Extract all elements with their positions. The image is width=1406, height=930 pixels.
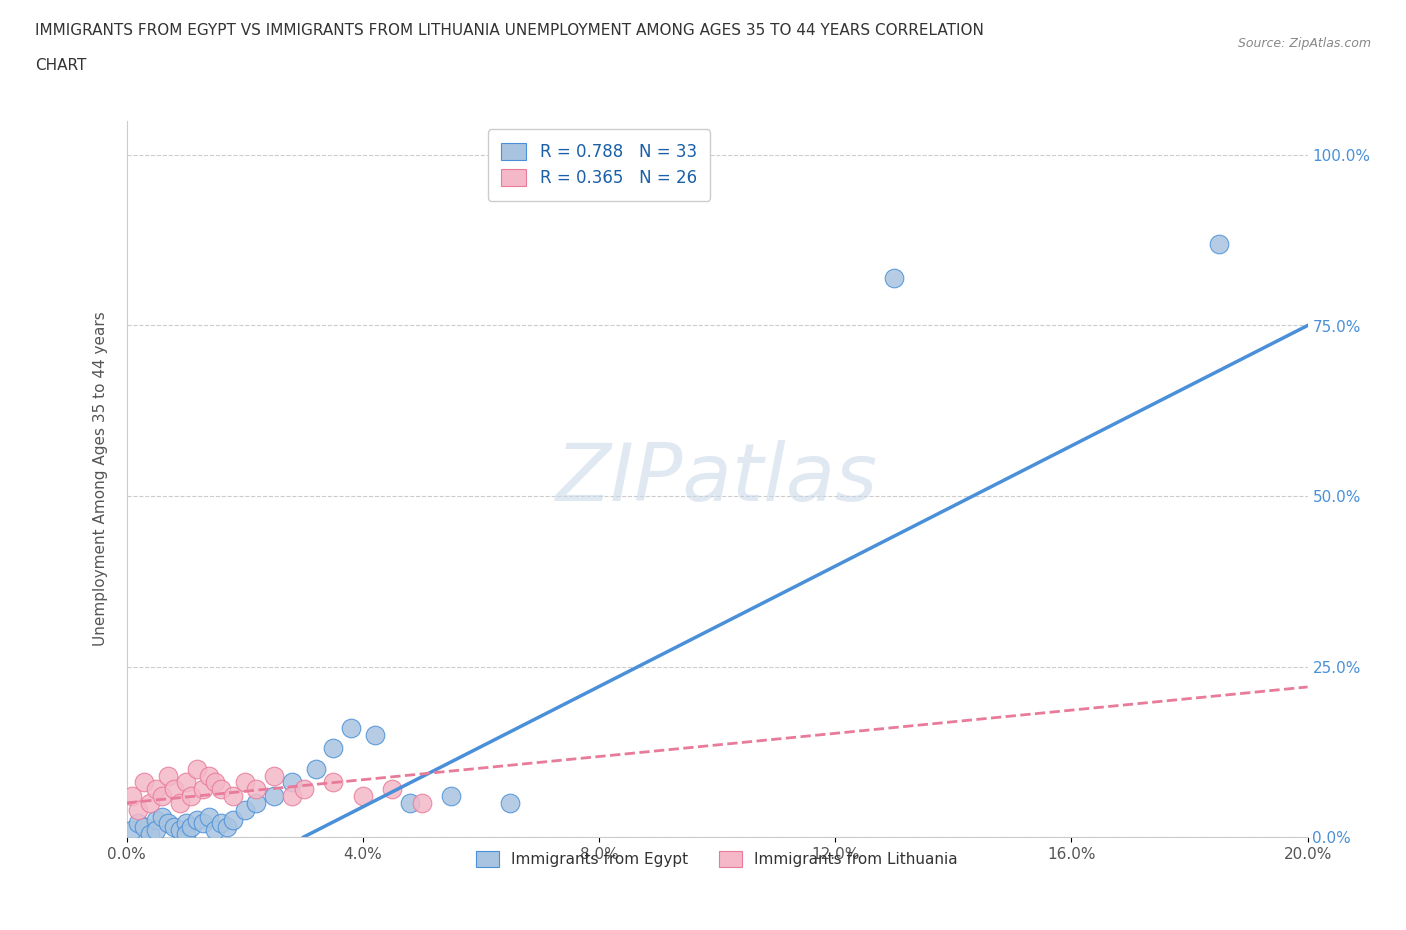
Point [233, 803, 256, 817]
Point [322, 775, 344, 790]
Point [245, 782, 267, 797]
Point [263, 789, 285, 804]
Text: Source: ZipAtlas.com: Source: ZipAtlas.com [1237, 37, 1371, 50]
Point [440, 789, 463, 804]
Point [209, 782, 232, 797]
Point [281, 775, 304, 790]
Text: IMMIGRANTS FROM EGYPT VS IMMIGRANTS FROM LITHUANIA UNEMPLOYMENT AMONG AGES 35 TO: IMMIGRANTS FROM EGYPT VS IMMIGRANTS FROM… [35, 23, 984, 38]
Point [150, 789, 173, 804]
Point [186, 813, 208, 828]
Point [245, 795, 267, 810]
Point [174, 826, 197, 841]
Point [215, 819, 238, 834]
Legend: Immigrants from Egypt, Immigrants from Lithuania: Immigrants from Egypt, Immigrants from L… [464, 839, 970, 880]
Point [209, 816, 232, 830]
Point [292, 782, 315, 797]
Point [233, 775, 256, 790]
Point [193, 816, 215, 830]
Point [180, 819, 202, 834]
Text: CHART: CHART [35, 58, 87, 73]
Point [145, 782, 167, 797]
Point [411, 795, 433, 810]
Point [127, 816, 149, 830]
Point [174, 816, 197, 830]
Point [883, 271, 905, 286]
Point [186, 762, 208, 777]
Point [193, 782, 215, 797]
Point [163, 782, 186, 797]
Point [363, 727, 385, 742]
Point [169, 823, 191, 838]
Point [121, 823, 143, 838]
Point [198, 768, 221, 783]
Point [352, 789, 374, 804]
Text: ZIPatlas: ZIPatlas [555, 440, 879, 518]
Point [222, 789, 245, 804]
Point [163, 819, 186, 834]
Point [139, 826, 162, 841]
Point [263, 768, 285, 783]
Point [121, 789, 143, 804]
Point [499, 795, 522, 810]
Point [134, 775, 156, 790]
Point [399, 795, 422, 810]
Point [134, 819, 156, 834]
Point [180, 789, 202, 804]
Point [204, 823, 226, 838]
Point [156, 768, 179, 783]
Point [222, 813, 245, 828]
Point [139, 795, 162, 810]
Point [156, 816, 179, 830]
Y-axis label: Unemployment Among Ages 35 to 44 years: Unemployment Among Ages 35 to 44 years [93, 312, 108, 646]
Point [1208, 236, 1230, 251]
Point [174, 775, 197, 790]
Point [150, 809, 173, 824]
Point [304, 762, 326, 777]
Point [340, 721, 363, 736]
Point [204, 775, 226, 790]
Point [198, 809, 221, 824]
Point [381, 782, 404, 797]
Point [169, 795, 191, 810]
Point [145, 823, 167, 838]
Point [145, 813, 167, 828]
Point [281, 789, 304, 804]
Point [322, 741, 344, 756]
Point [127, 803, 149, 817]
